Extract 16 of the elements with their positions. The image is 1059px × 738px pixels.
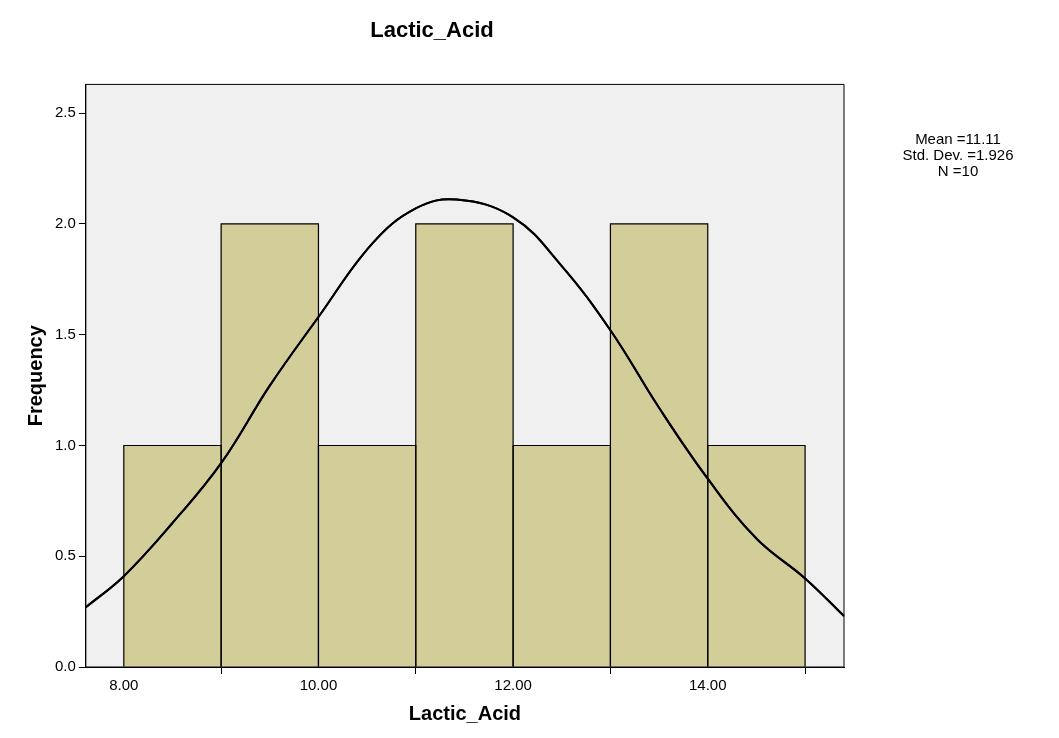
y-axis-title: Frequency [23,324,46,427]
y-tick-label: 1.5 [54,324,76,342]
y-tick-label: 2.5 [54,103,76,121]
text: Std. Dev. =1.926 [902,145,1014,163]
x-tick-label: 14.00 [688,676,727,694]
chart-title: Lactic_Acid [370,17,494,43]
x-axis-title: Lactic_Acid [408,701,522,724]
y-tick-label: 2.0 [54,214,76,232]
x-tick-label: 10.00 [299,676,338,694]
text: N =10 [937,161,979,179]
x-tick-label: 12.00 [494,676,532,694]
x-tick-label: 8.00 [109,676,139,694]
y-tick-label: 1.0 [54,435,76,453]
text: Mean =11.11 [915,129,1001,147]
y-tick-label: 0.0 [54,657,76,675]
y-tick-label: 0.5 [54,546,76,564]
